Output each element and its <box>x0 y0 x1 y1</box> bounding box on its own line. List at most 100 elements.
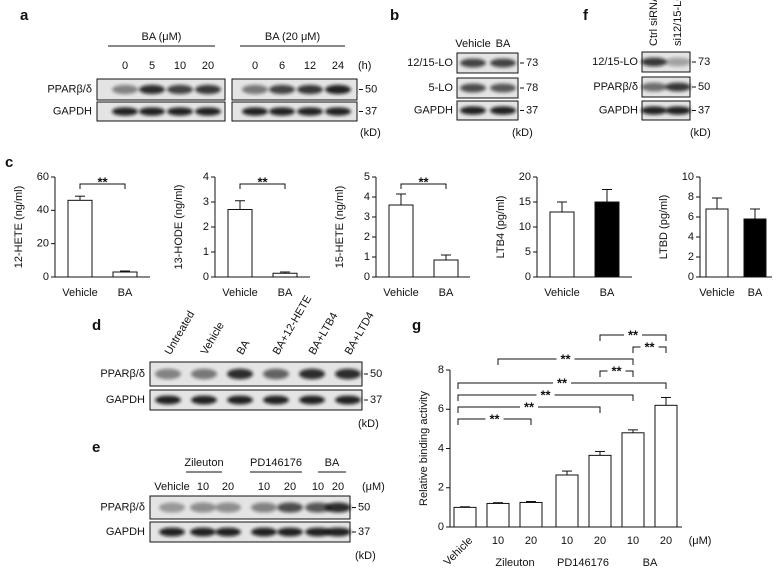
y-tick-label: 20 <box>519 171 531 183</box>
marker-label: 73 <box>526 57 538 69</box>
lane-label: 12 <box>304 60 316 72</box>
band <box>269 84 295 95</box>
significance-label: ** <box>418 174 429 189</box>
lane-label: 10 <box>258 481 270 493</box>
significance-bg <box>520 402 538 411</box>
bar <box>519 501 543 528</box>
bar <box>486 502 510 528</box>
band <box>460 58 486 68</box>
bar <box>743 218 767 278</box>
group-label: BA (20 μM) <box>265 31 320 43</box>
y-axis-label: 12-HETE (ng/ml) <box>13 186 25 269</box>
y-tick-label: 8 <box>438 364 444 376</box>
band <box>215 502 241 513</box>
band <box>325 107 351 116</box>
lane-label: 0 <box>122 60 128 72</box>
y-tick-label: 0 <box>525 271 531 283</box>
y-axis-label: LTB4 (pg/ml) <box>495 196 507 259</box>
y-tick-label: 2 <box>203 221 209 233</box>
significance-bg <box>556 354 575 363</box>
band <box>191 395 217 405</box>
y-tick-label: 1 <box>203 246 209 258</box>
band <box>251 502 277 513</box>
row-label: GAPDH <box>106 526 145 538</box>
x-tick-label: BA <box>439 287 454 299</box>
marker-label: 78 <box>526 82 538 94</box>
band <box>641 82 667 92</box>
significance-label: ** <box>557 375 568 390</box>
y-axis-label: 13-HODE (ng/ml) <box>173 185 185 270</box>
band <box>665 82 691 92</box>
band <box>641 106 667 115</box>
row-label: PPARβ/δ <box>593 81 638 93</box>
blot-strip <box>149 389 363 411</box>
lane-label: BA <box>235 338 253 357</box>
x-tick-label: Vehicle <box>442 535 476 569</box>
x-tick-label: Vehicle <box>699 287 734 299</box>
band <box>277 502 303 513</box>
bar <box>272 272 298 278</box>
panel-label: a <box>20 7 29 24</box>
group-label: BA <box>325 457 340 469</box>
lane-label: Vehicle <box>154 481 189 493</box>
band <box>263 395 289 405</box>
band <box>195 84 221 95</box>
lane-label: Untreated <box>163 309 198 357</box>
band <box>155 395 181 405</box>
y-tick-label: 6 <box>688 211 694 223</box>
y-tick-label: 0 <box>43 271 49 283</box>
significance-label: ** <box>628 327 639 342</box>
lane-label: 10 <box>174 60 186 72</box>
band <box>299 368 325 380</box>
band <box>325 502 351 513</box>
y-tick-label: 4 <box>688 231 694 243</box>
marker-label: 50 <box>698 81 710 93</box>
band <box>305 527 331 537</box>
significance-bracket <box>400 183 447 189</box>
significance-bg <box>485 414 504 423</box>
band <box>665 57 691 67</box>
y-tick-label: 3 <box>203 196 209 208</box>
group-label: Zileuton <box>495 557 534 569</box>
band <box>159 502 185 513</box>
marker-label: 37 <box>358 526 370 538</box>
significance-label: ** <box>257 174 268 189</box>
band <box>490 58 516 68</box>
unit-label: (kD) <box>512 127 533 139</box>
bar <box>67 199 93 278</box>
lane-label: 20 <box>222 481 234 493</box>
lane-label: BA <box>496 38 511 50</box>
panel-label: e <box>92 439 100 456</box>
band <box>460 83 486 93</box>
band <box>190 502 216 513</box>
unit-label: (kD) <box>690 127 711 139</box>
row-label: GAPDH <box>599 104 638 116</box>
significance-bracket <box>79 183 126 189</box>
lane-label: 24 <box>332 60 344 72</box>
y-tick-label: 2 <box>688 251 694 263</box>
row-label: 12/15-LO <box>407 57 453 69</box>
row-label: GAPDH <box>106 394 145 406</box>
lane-label: 20 <box>284 481 296 493</box>
x-tick-label: Vehicle <box>544 287 579 299</box>
significance-bg <box>536 390 555 399</box>
y-axis-label: Relative binding activity <box>418 391 430 506</box>
band <box>277 527 303 537</box>
bar <box>549 211 575 278</box>
panel-label: c <box>5 154 13 171</box>
unit-label: (kD) <box>360 127 381 139</box>
y-tick-label: 0 <box>688 271 694 283</box>
y-tick-label: 60 <box>37 171 49 183</box>
band <box>242 84 268 95</box>
row-label: 5-LO <box>429 82 454 94</box>
x-tick-label: 10 <box>627 535 639 547</box>
marker-label: 37 <box>698 104 710 116</box>
band <box>139 84 165 95</box>
significance-label: ** <box>611 363 622 378</box>
lane-label: 20 <box>202 60 214 72</box>
y-tick-label: 2 <box>364 231 370 243</box>
significance-bg <box>640 342 659 351</box>
band <box>195 107 221 116</box>
lane-label: 20 <box>332 481 344 493</box>
band <box>641 57 667 67</box>
